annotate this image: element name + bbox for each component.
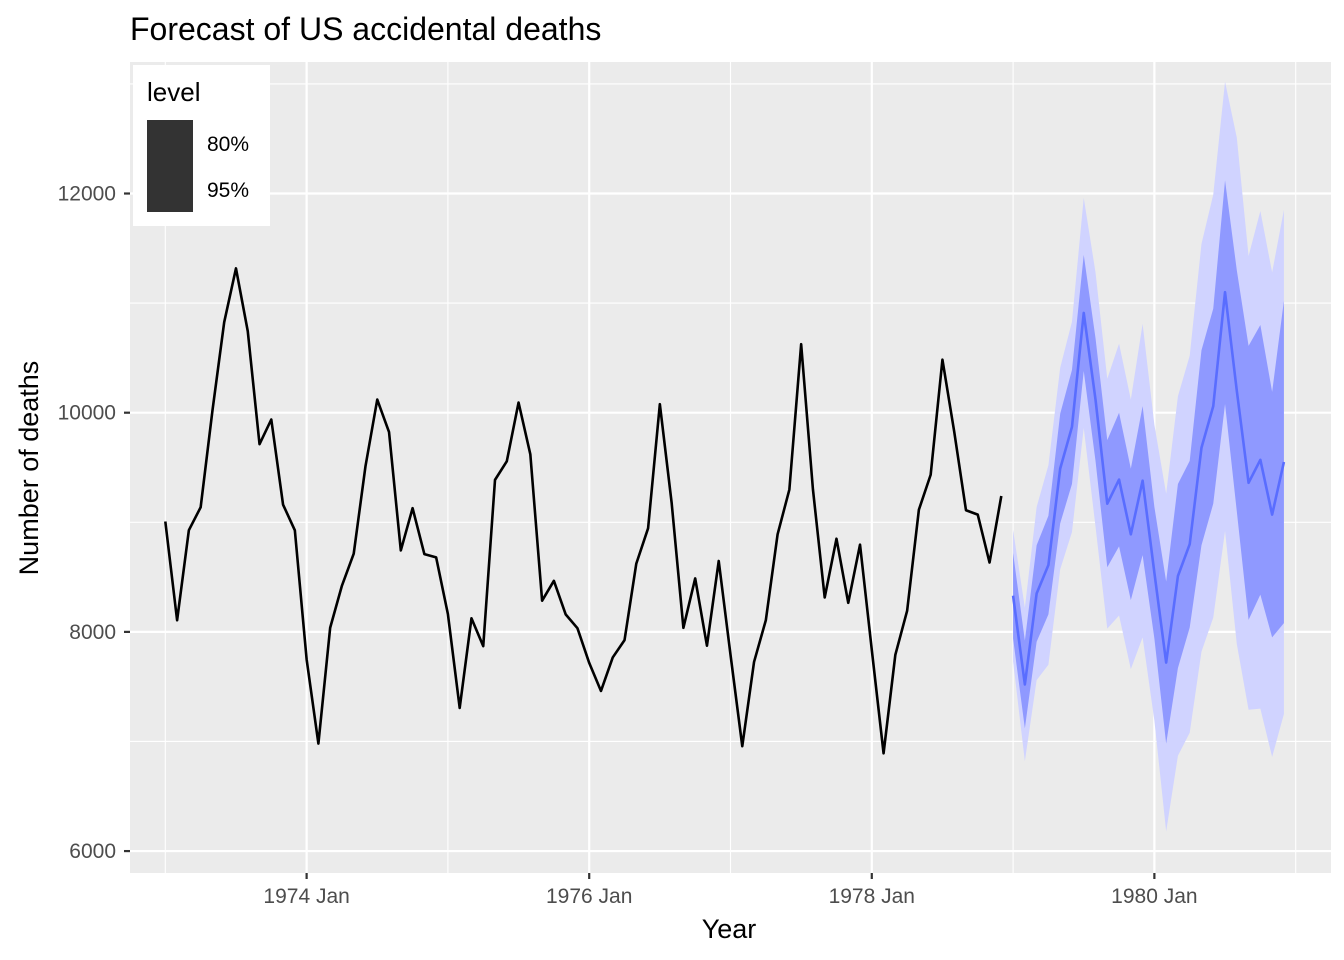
chart-title: Forecast of US accidental deaths [130, 11, 601, 47]
y-tick-label: 10000 [58, 402, 116, 425]
legend-label-95: 95% [207, 179, 249, 202]
x-tick-label: 1980 Jan [1111, 885, 1197, 908]
y-axis-title: Number of deaths [14, 361, 44, 576]
prediction-intervals [1013, 81, 1284, 832]
y-tick-label: 6000 [69, 840, 116, 863]
x-tick-label: 1974 Jan [263, 885, 349, 908]
history-line [164, 267, 1003, 755]
legend-key [147, 120, 193, 212]
x-tick-label: 1976 Jan [546, 885, 632, 908]
legend-title: level [147, 77, 200, 107]
x-tick-label: 1978 Jan [829, 885, 915, 908]
x-axis-title: Year [702, 914, 757, 944]
series-lines [164, 267, 1286, 755]
forecast-line [1011, 290, 1286, 686]
x-axis: 1974 Jan 1976 Jan 1978 Jan 1980 Jan [263, 873, 1198, 908]
y-tick-label: 12000 [58, 183, 116, 206]
legend: level 80% 95% [133, 65, 270, 226]
band-80 [1013, 180, 1284, 744]
major-gridlines [130, 62, 1331, 873]
y-axis: 6000 8000 10000 12000 [58, 183, 130, 863]
y-tick-label: 8000 [69, 621, 116, 644]
legend-label-80: 80% [207, 133, 249, 156]
